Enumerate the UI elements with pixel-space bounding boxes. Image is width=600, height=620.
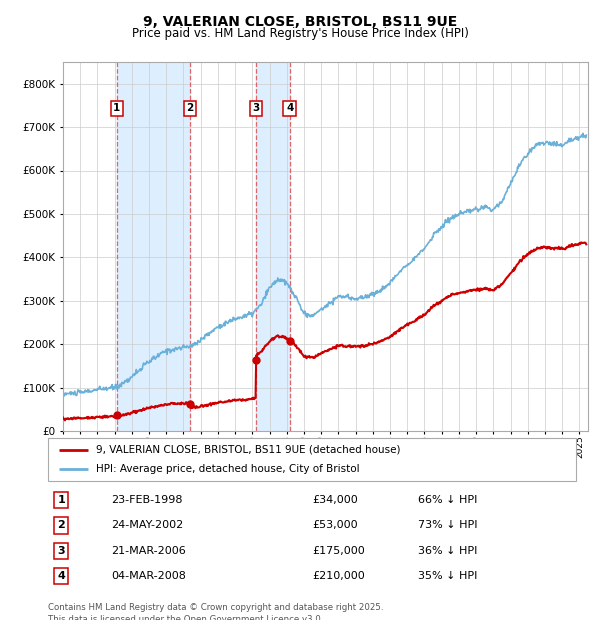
Text: 23-FEB-1998: 23-FEB-1998	[112, 495, 183, 505]
Text: £210,000: £210,000	[312, 571, 365, 581]
Text: Price paid vs. HM Land Registry's House Price Index (HPI): Price paid vs. HM Land Registry's House …	[131, 27, 469, 40]
Text: 1: 1	[58, 495, 65, 505]
Text: 4: 4	[286, 103, 293, 113]
Text: £34,000: £34,000	[312, 495, 358, 505]
Text: 36% ↓ HPI: 36% ↓ HPI	[418, 546, 477, 556]
Text: 73% ↓ HPI: 73% ↓ HPI	[418, 520, 477, 531]
Text: £53,000: £53,000	[312, 520, 358, 531]
Text: 2: 2	[187, 103, 194, 113]
Text: Contains HM Land Registry data © Crown copyright and database right 2025.
This d: Contains HM Land Registry data © Crown c…	[48, 603, 383, 620]
Text: 3: 3	[253, 103, 260, 113]
Text: 9, VALERIAN CLOSE, BRISTOL, BS11 9UE: 9, VALERIAN CLOSE, BRISTOL, BS11 9UE	[143, 16, 457, 30]
Text: 4: 4	[57, 571, 65, 581]
Text: £175,000: £175,000	[312, 546, 365, 556]
Text: 9, VALERIAN CLOSE, BRISTOL, BS11 9UE (detached house): 9, VALERIAN CLOSE, BRISTOL, BS11 9UE (de…	[95, 445, 400, 454]
FancyBboxPatch shape	[48, 438, 576, 480]
Bar	[256, 62, 290, 431]
Text: 24-MAY-2002: 24-MAY-2002	[112, 520, 184, 531]
Text: 3: 3	[58, 546, 65, 556]
Text: 21-MAR-2006: 21-MAR-2006	[112, 546, 186, 556]
Text: 2: 2	[58, 520, 65, 531]
Text: 04-MAR-2008: 04-MAR-2008	[112, 571, 186, 581]
Text: 1: 1	[113, 103, 121, 113]
Bar	[117, 62, 190, 431]
Text: 35% ↓ HPI: 35% ↓ HPI	[418, 571, 477, 581]
Text: 66% ↓ HPI: 66% ↓ HPI	[418, 495, 477, 505]
Text: HPI: Average price, detached house, City of Bristol: HPI: Average price, detached house, City…	[95, 464, 359, 474]
